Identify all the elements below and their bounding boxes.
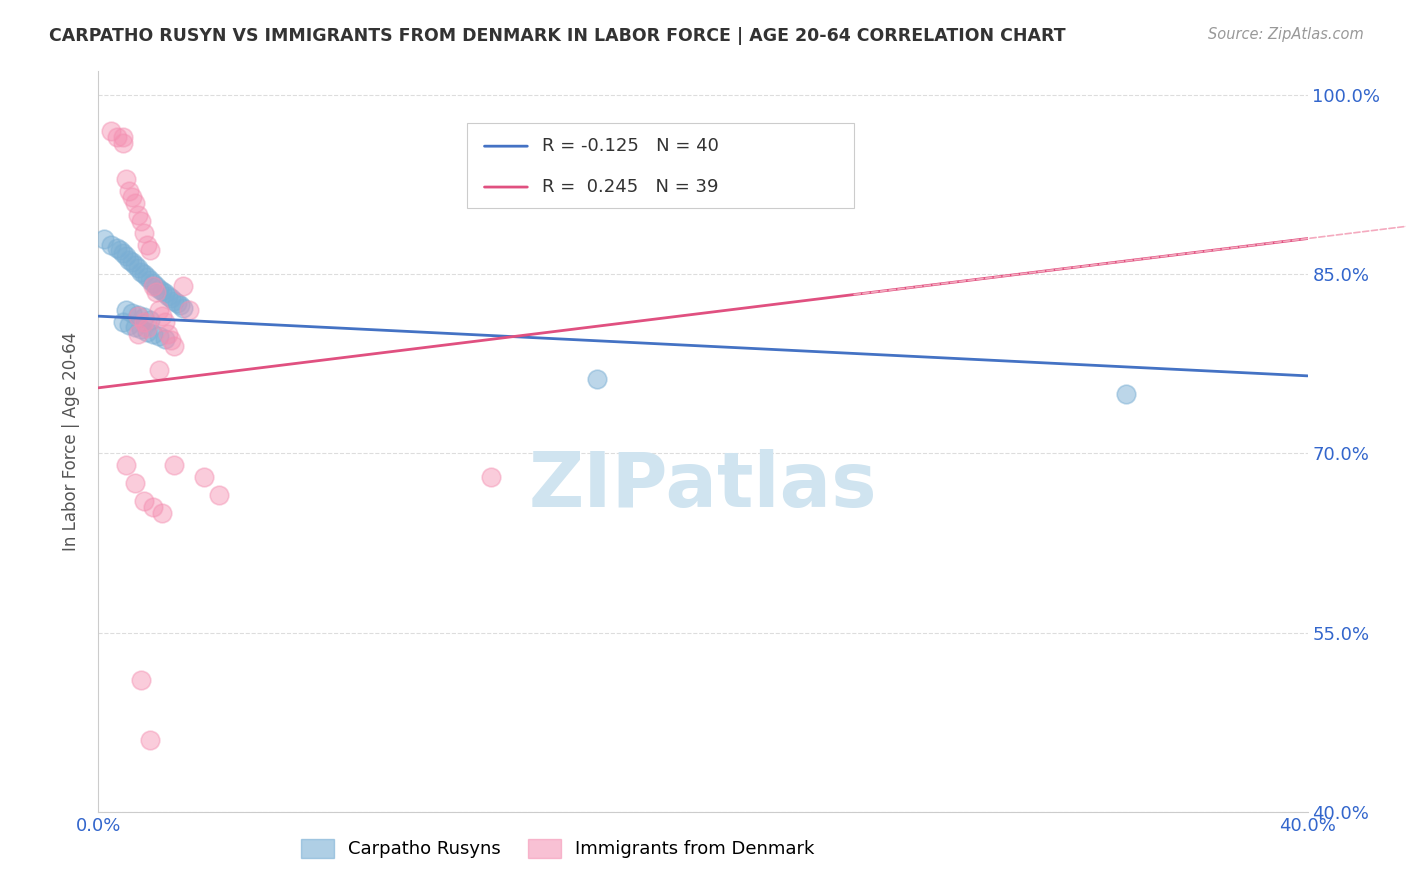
Point: [179, 303, 201, 318]
Point: [142, 327, 165, 342]
Point: [127, 309, 149, 323]
Point: [208, 488, 231, 502]
Point: [124, 476, 146, 491]
Point: [132, 310, 155, 325]
Point: [124, 319, 146, 334]
Text: R = -0.125   N = 40: R = -0.125 N = 40: [543, 137, 718, 155]
Point: [139, 312, 162, 326]
Text: Source: ZipAtlas.com: Source: ZipAtlas.com: [1208, 27, 1364, 42]
Point: [150, 284, 173, 298]
Point: [150, 309, 173, 323]
Point: [153, 286, 176, 301]
Point: [129, 322, 152, 336]
Point: [142, 500, 165, 515]
Legend: Carpatho Rusyns, Immigrants from Denmark: Carpatho Rusyns, Immigrants from Denmark: [294, 832, 821, 865]
Point: [100, 237, 122, 252]
Point: [139, 733, 162, 747]
Point: [163, 339, 186, 353]
Y-axis label: In Labor Force | Age 20-64: In Labor Force | Age 20-64: [62, 332, 80, 551]
Point: [124, 258, 146, 272]
Point: [135, 237, 157, 252]
Point: [135, 269, 157, 284]
Text: R =  0.245   N = 39: R = 0.245 N = 39: [543, 178, 718, 196]
Point: [108, 244, 131, 258]
Point: [121, 255, 143, 269]
Point: [111, 315, 134, 329]
Point: [148, 303, 170, 318]
Point: [132, 315, 155, 329]
Point: [160, 291, 183, 305]
Point: [111, 245, 134, 260]
Text: CARPATHO RUSYN VS IMMIGRANTS FROM DENMARK IN LABOR FORCE | AGE 20-64 CORRELATION: CARPATHO RUSYN VS IMMIGRANTS FROM DENMAR…: [49, 27, 1066, 45]
Point: [586, 372, 609, 386]
Point: [100, 124, 122, 138]
Point: [139, 244, 162, 258]
Point: [129, 673, 152, 688]
FancyBboxPatch shape: [467, 123, 855, 209]
Point: [135, 321, 157, 335]
Point: [121, 190, 143, 204]
Point: [193, 470, 215, 484]
Point: [114, 250, 136, 264]
Point: [148, 363, 170, 377]
Point: [166, 296, 188, 310]
Point: [139, 273, 162, 287]
Text: ZIPatlas: ZIPatlas: [529, 449, 877, 523]
Point: [114, 303, 136, 318]
Point: [156, 289, 179, 303]
Point: [127, 208, 149, 222]
Point: [148, 282, 170, 296]
Point: [145, 285, 167, 300]
Point: [153, 332, 176, 346]
Point: [163, 293, 186, 308]
Point: [111, 136, 134, 150]
Point: [172, 301, 194, 315]
Point: [160, 333, 183, 347]
Point: [93, 231, 115, 245]
Point: [156, 327, 179, 342]
Point: [114, 458, 136, 473]
Point: [145, 279, 167, 293]
Point: [124, 195, 146, 210]
Point: [127, 327, 149, 342]
Point: [118, 253, 141, 268]
Point: [135, 325, 157, 339]
Point: [129, 265, 152, 279]
Point: [111, 130, 134, 145]
Point: [148, 329, 170, 343]
Point: [127, 308, 149, 322]
Point: [127, 261, 149, 276]
Point: [142, 276, 165, 290]
Point: [105, 241, 128, 255]
Point: [132, 268, 155, 282]
Point: [169, 298, 191, 312]
Point: [132, 494, 155, 508]
Point: [105, 130, 128, 145]
Point: [118, 318, 141, 332]
Point: [153, 315, 176, 329]
Point: [150, 506, 173, 520]
Point: [142, 279, 165, 293]
Point: [114, 171, 136, 186]
Point: [118, 184, 141, 198]
Point: [132, 226, 155, 240]
Point: [1115, 386, 1137, 401]
Point: [481, 470, 503, 484]
Point: [121, 305, 143, 319]
Point: [163, 458, 186, 473]
Point: [172, 279, 194, 293]
Point: [129, 213, 152, 227]
